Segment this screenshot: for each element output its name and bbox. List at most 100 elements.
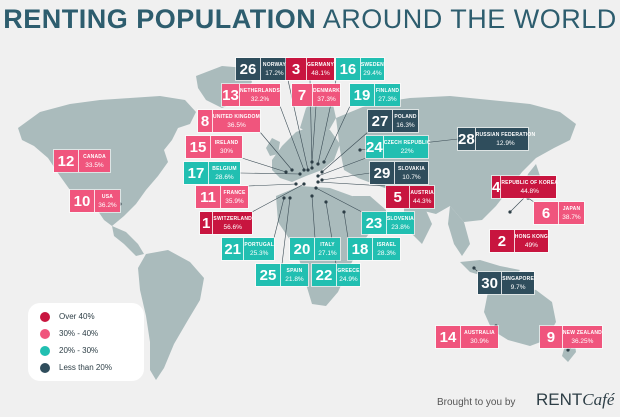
country-box-ireland: 15 IRELAND 30%: [186, 136, 242, 158]
country-box-israel: 18 ISRAEL 28.3%: [348, 238, 400, 260]
renting-percentage: 36.2%: [98, 201, 117, 209]
connector-netherlands: [279, 105, 305, 171]
land-indochina: [448, 206, 470, 256]
country-box-canada: 12 CANADA 33.5%: [54, 150, 110, 172]
renting-percentage: 28.3%: [377, 249, 396, 257]
country-info: FRANCE 35.9%: [221, 186, 248, 208]
country-name: RUSSIAN FEDERATION: [475, 131, 536, 138]
logo-cafe: Café: [582, 390, 615, 409]
rank-number: 1: [200, 212, 214, 234]
country-box-japan: 6 JAPAN 38.7%: [534, 202, 584, 224]
renting-percentage: 30.9%: [470, 337, 489, 345]
country-info: CZECH REPUBLIC 22%: [384, 136, 431, 158]
connector-norway: [287, 79, 309, 171]
dot-sweden: [316, 162, 320, 166]
country-info: USA 36.2%: [95, 190, 120, 212]
country-box-slovakia: 29 SLOVAKIA 10.7%: [370, 162, 428, 184]
country-info: NETHERLANDS 32.2%: [240, 84, 280, 106]
country-name: NORWAY: [262, 61, 287, 68]
rank-number: 20: [290, 238, 315, 260]
rank-number: 11: [196, 186, 221, 208]
connector-slovenia: [315, 187, 363, 213]
connector-switzerland: [251, 183, 305, 213]
renting-percentage: 27.1%: [318, 249, 337, 257]
country-info: BELGIUM 28.6%: [209, 162, 240, 184]
rank-number: 10: [70, 190, 95, 212]
country-info: SWITZERLAND 56.6%: [213, 212, 252, 234]
rank-number: 23: [362, 212, 387, 234]
land-south-america: [138, 250, 204, 380]
land-india: [404, 198, 432, 244]
country-info: ISRAEL 28.3%: [373, 238, 400, 260]
connector-republic-of-korea: [509, 197, 525, 213]
connector-slovakia: [321, 172, 371, 181]
country-info: SLOVENIA 23.8%: [387, 212, 414, 234]
country-info: SLOVAKIA 10.7%: [395, 162, 428, 184]
country-name: GREECE: [337, 267, 360, 274]
rank-number: 9: [540, 326, 563, 348]
country-box-new-zealand: 9 NEW ZEALAND 36.25%: [540, 326, 602, 348]
credit-text: Brought to you by: [437, 397, 516, 408]
legend-item-lt20: Less than 20%: [40, 359, 144, 376]
renting-percentage: 12.9%: [496, 139, 515, 147]
country-name: JAPAN: [562, 205, 581, 212]
rank-number: 4: [492, 176, 502, 198]
connector-poland: [321, 131, 369, 173]
connector-italy: [311, 195, 316, 239]
land-australia: [484, 286, 556, 346]
country-box-hong-kong: 2 HONG KONG 49%: [490, 230, 548, 252]
country-name: ITALY: [320, 241, 335, 248]
dot-ireland: [284, 170, 288, 174]
logo-rent: RENT: [536, 390, 583, 409]
renting-percentage: 32.2%: [250, 95, 270, 103]
dot-italy: [310, 194, 314, 198]
country-name: ISRAEL: [376, 241, 397, 248]
country-box-czech-republic: 24 CZECH REPUBLIC 22%: [366, 136, 431, 158]
rank-number: 15: [186, 136, 211, 158]
country-box-slovenia: 23 SLOVENIA 23.8%: [362, 212, 414, 234]
country-info: NORWAY 17.2%: [261, 58, 288, 80]
country-name: SLOVENIA: [386, 215, 414, 222]
country-box-sweden: 16 SWEDEN 29.4%: [336, 58, 384, 80]
renting-percentage: 36.25%: [571, 337, 594, 345]
country-box-portugal: 21 PORTUGAL 25.3%: [222, 238, 274, 260]
rank-number: 25: [256, 264, 281, 286]
country-box-greece: 22 GREECE 24.9%: [312, 264, 360, 286]
country-box-switzerland: 1 SWITZERLAND 56.6%: [200, 212, 252, 234]
country-info: JAPAN 38.7%: [559, 202, 584, 224]
land-central-america: [112, 226, 144, 256]
rank-number: 8: [198, 110, 214, 132]
country-box-norway: 26 NORWAY 17.2%: [236, 58, 288, 80]
legend-label: 20% - 30%: [59, 346, 99, 355]
connector-france: [247, 183, 297, 187]
dot-belgium: [298, 172, 302, 176]
title-bold: RENTING POPULATION: [3, 4, 317, 34]
title-light: AROUND THE WORLD: [322, 4, 617, 34]
country-box-usa: 10 USA 36.2%: [70, 190, 120, 212]
renting-percentage: 10.7%: [402, 173, 421, 181]
country-name: AUSTRIA: [410, 189, 434, 196]
legend-label: Less than 20%: [59, 363, 112, 372]
rank-number: 19: [350, 84, 375, 106]
legend-item-c20to30: 20% - 30%: [40, 342, 144, 359]
renting-percentage: 17.2%: [265, 69, 284, 77]
country-info: PORTUGAL 25.3%: [244, 238, 274, 260]
country-name: SPAIN: [286, 267, 303, 274]
rank-number: 27: [368, 110, 393, 132]
dot-slovakia: [320, 178, 324, 182]
country-info: IRELAND 30%: [211, 136, 242, 158]
country-name: SWEDEN: [360, 61, 384, 68]
rank-number: 17: [184, 162, 209, 184]
country-info: SINGAPORE 9.7%: [502, 272, 534, 294]
rank-number: 7: [292, 84, 314, 106]
legend-label: 30% - 40%: [59, 329, 99, 338]
country-info: NEW ZEALAND 36.25%: [563, 326, 602, 348]
country-name: SWITZERLAND: [213, 215, 252, 222]
country-name: SLOVAKIA: [397, 165, 426, 172]
renting-percentage: 33.5%: [85, 161, 104, 169]
country-name: REPUBLIC OF KOREA: [501, 179, 559, 186]
country-box-austria: 5 AUSTRIA 44.3%: [386, 186, 434, 208]
dot-israel: [342, 210, 346, 214]
country-box-italy: 20 ITALY 27.1%: [290, 238, 340, 260]
dot-austria: [316, 180, 320, 184]
